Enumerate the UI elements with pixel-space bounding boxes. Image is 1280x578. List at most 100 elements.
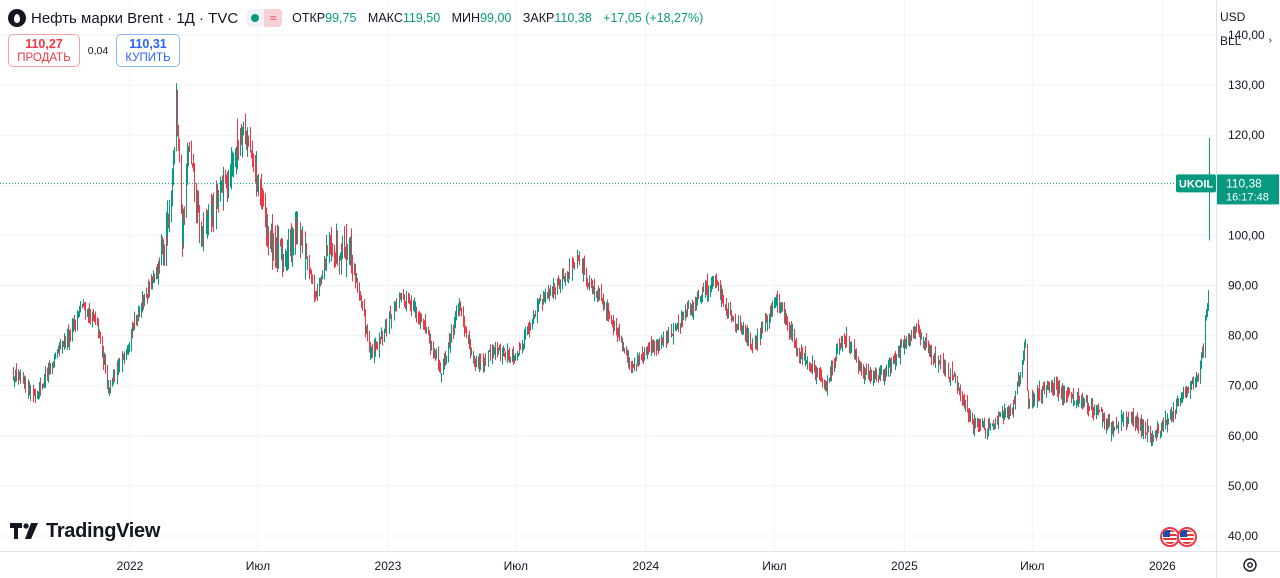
tradingview-logo[interactable]: TradingView bbox=[10, 519, 160, 543]
candle-body bbox=[607, 305, 608, 316]
candle-body bbox=[1136, 418, 1137, 427]
candle-down bbox=[374, 343, 375, 353]
candle-body bbox=[389, 314, 390, 323]
candle-body bbox=[223, 173, 224, 199]
currency-select[interactable]: USD bbox=[1217, 6, 1274, 28]
candle-up bbox=[804, 352, 805, 361]
candle-body bbox=[915, 327, 916, 333]
candle-body bbox=[762, 325, 763, 332]
candle-down bbox=[824, 379, 825, 390]
candle-body bbox=[520, 348, 521, 350]
candle-body bbox=[97, 320, 98, 322]
candle-down bbox=[678, 314, 679, 332]
candle-down bbox=[984, 421, 985, 431]
candle-body bbox=[202, 230, 203, 234]
candle-body bbox=[955, 378, 956, 381]
candle-body bbox=[797, 348, 798, 352]
candle-body bbox=[1198, 376, 1199, 379]
candle-body bbox=[241, 136, 242, 141]
candle-down bbox=[627, 355, 628, 363]
candle-up bbox=[533, 310, 534, 324]
candle-up bbox=[1078, 399, 1079, 408]
candle-up bbox=[48, 362, 49, 383]
candle-body bbox=[444, 357, 445, 369]
candle-body bbox=[871, 376, 872, 379]
candle-down bbox=[157, 263, 158, 279]
candle-body bbox=[1116, 422, 1117, 428]
candle-down bbox=[47, 367, 48, 381]
candle-body bbox=[698, 294, 699, 297]
candle-down bbox=[199, 205, 200, 244]
sell-button[interactable]: 110,27 ПРОДАТЬ bbox=[8, 34, 80, 67]
candle-up bbox=[634, 357, 635, 372]
candle-body bbox=[484, 362, 485, 365]
symbol-title[interactable]: Нефть марки Brent · 1Д · TVC bbox=[31, 9, 239, 27]
candle-down bbox=[497, 341, 498, 358]
candle-up bbox=[710, 284, 711, 297]
candle-body bbox=[1160, 432, 1161, 434]
candle-up bbox=[1197, 375, 1198, 383]
candle-body bbox=[701, 295, 702, 297]
candle-body bbox=[464, 328, 465, 331]
candle-down bbox=[1012, 407, 1013, 415]
us-flag-icon[interactable] bbox=[1160, 527, 1180, 547]
candle-down bbox=[975, 417, 976, 429]
candle-down bbox=[275, 225, 276, 268]
economic-events[interactable] bbox=[1160, 527, 1197, 547]
candle-body bbox=[557, 281, 558, 284]
candle-body bbox=[286, 258, 287, 264]
candle-body bbox=[225, 174, 226, 180]
candle-body bbox=[1003, 415, 1004, 418]
candle-body bbox=[962, 395, 963, 401]
candle-body bbox=[895, 355, 896, 361]
candle-down bbox=[1056, 376, 1057, 390]
candle-body bbox=[776, 299, 777, 301]
candle-body bbox=[460, 304, 461, 308]
candle-body bbox=[103, 348, 104, 365]
candle-up bbox=[484, 357, 485, 372]
candle-body bbox=[1102, 415, 1103, 421]
candle-up bbox=[792, 323, 793, 342]
candle-up bbox=[1151, 433, 1152, 447]
candle-down bbox=[325, 258, 326, 271]
candle-down bbox=[574, 265, 575, 269]
unit-select[interactable]: BLL › bbox=[1217, 30, 1274, 52]
candle-down bbox=[1146, 432, 1147, 435]
candle-body bbox=[1152, 436, 1153, 438]
candle-up bbox=[518, 353, 519, 357]
buy-button[interactable]: 110,31 КУПИТЬ bbox=[116, 34, 180, 67]
candle-body bbox=[504, 352, 505, 356]
unit-value: BLL bbox=[1220, 34, 1242, 48]
candle-down bbox=[90, 309, 91, 325]
candle-body bbox=[535, 315, 536, 317]
candle-body bbox=[722, 290, 723, 297]
candle-down bbox=[1198, 372, 1199, 382]
candle-up bbox=[257, 175, 258, 193]
candle-up bbox=[921, 332, 922, 340]
symbol-tag-bg bbox=[1176, 174, 1216, 193]
candle-body bbox=[970, 415, 971, 419]
candle-body bbox=[928, 342, 929, 348]
candle-up bbox=[1191, 380, 1192, 390]
candle-body bbox=[84, 302, 85, 309]
candle-down bbox=[237, 118, 238, 157]
candle-body bbox=[825, 384, 826, 391]
candle-body bbox=[88, 311, 89, 316]
settings-gear-icon[interactable] bbox=[1241, 556, 1259, 574]
candle-body bbox=[891, 361, 892, 367]
candle-up bbox=[668, 326, 669, 343]
candle-down bbox=[658, 339, 659, 355]
candle-body bbox=[687, 310, 688, 316]
candle-body bbox=[309, 262, 310, 273]
candle-body bbox=[360, 294, 361, 299]
candle-body bbox=[60, 345, 61, 347]
candle-body bbox=[169, 207, 170, 225]
us-flag-icon[interactable] bbox=[1177, 527, 1197, 547]
wave-icon[interactable]: ≈ bbox=[264, 9, 283, 27]
candle-body bbox=[985, 429, 986, 432]
candle-up bbox=[1054, 377, 1055, 396]
candle-body bbox=[593, 287, 594, 293]
market-status[interactable]: ≈ bbox=[246, 9, 283, 27]
candle-down bbox=[123, 353, 124, 360]
